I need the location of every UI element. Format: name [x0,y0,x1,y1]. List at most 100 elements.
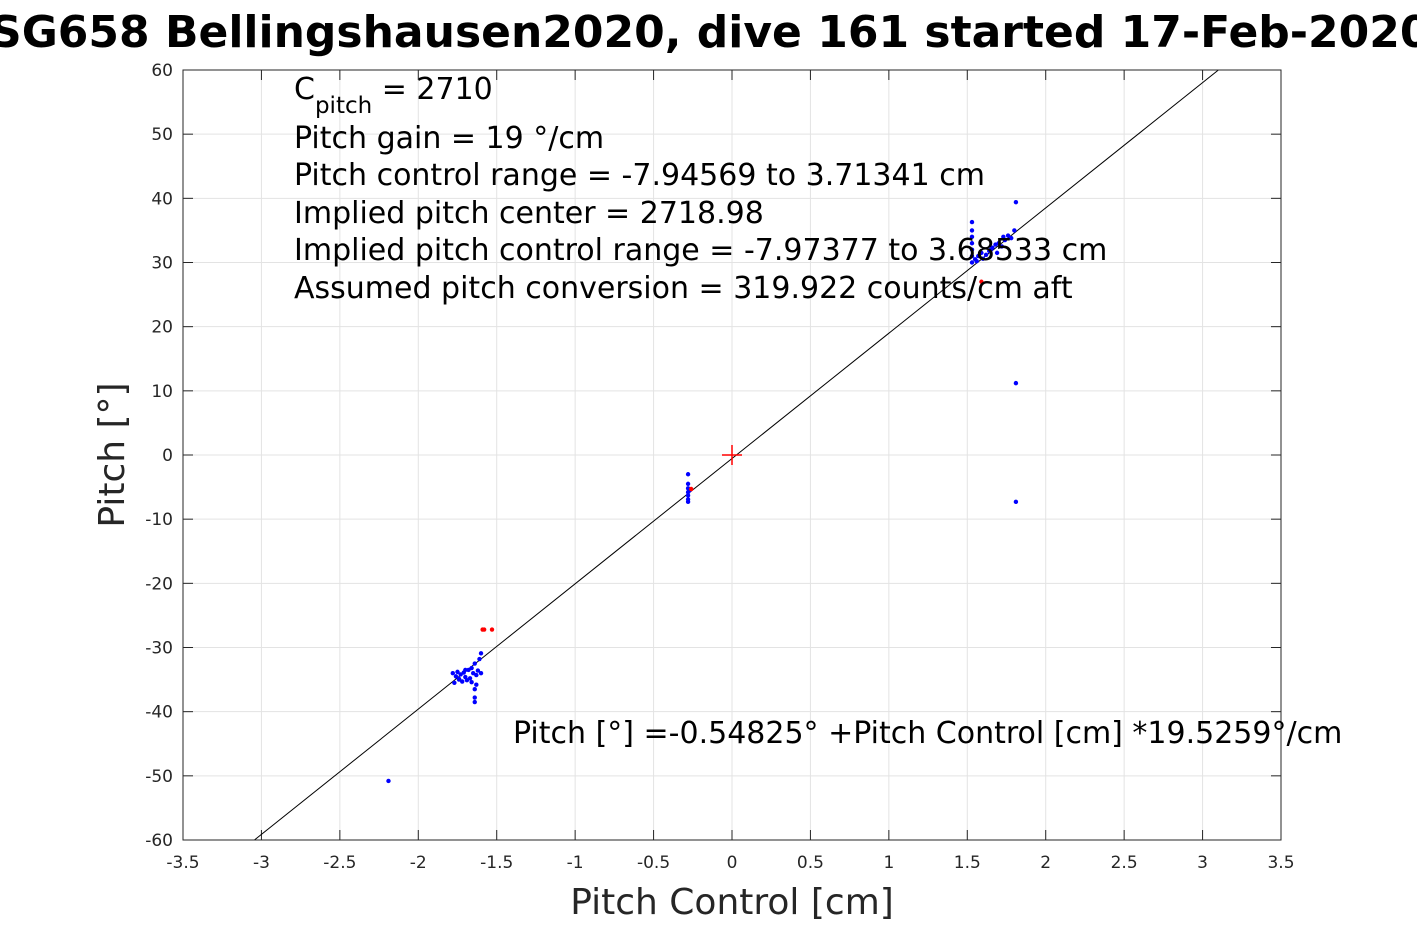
y-axis-ticks: -60 -50 -40 -30 -20 -10 0 10 20 30 40 50 60 [145,61,1281,851]
data-point [474,682,479,687]
x-tick-label: -3 [253,853,270,873]
x-tick-label: 3.5 [1267,853,1294,873]
data-point [980,256,986,261]
y-tick-label: -60 [145,831,173,851]
data-point [996,241,1001,246]
y-tick-label: -10 [145,510,173,530]
c-pitch-value: = 2710 [372,72,493,107]
data-point [478,670,484,676]
data-point [455,669,460,675]
data-point [478,651,484,656]
annotation-c-pitch: Cpitch = 2710 [294,72,493,119]
data-point [685,499,691,505]
data-point [988,247,994,252]
data-point [472,699,477,705]
y-tick-label: 60 [151,61,173,81]
data-point [1001,234,1006,240]
y-tick-label: -50 [145,767,173,787]
x-axis-ticks: -3.5 -3 -2.5 -2 -1.5 -1 -0.5 0 0.5 1 1.5 2 2.5 3 3.5 [166,70,1295,873]
data-point [974,259,979,264]
x-tick-label: 1 [883,853,894,873]
x-tick-label: 3 [1197,853,1208,873]
annotation-line: Pitch gain = 19 °/cm [294,121,604,156]
data-point [969,228,975,233]
y-tick-label: 0 [162,446,173,466]
fit-equation: Pitch [°] =-0.54825° +Pitch Control [cm]… [513,716,1342,751]
data-point [467,676,473,681]
chart-title: SG658 Bellingshausen2020, dive 161 start… [0,8,1417,58]
y-tick-label: -40 [145,703,173,723]
data-point [983,252,989,257]
data-point [474,672,479,678]
data-point [463,667,468,673]
data-point [469,665,474,671]
data-point [450,670,455,676]
x-tick-label: 2 [1040,853,1051,873]
x-axis-label: Pitch Control [cm] [570,882,894,923]
data-point [472,695,477,700]
x-tick-label: -3.5 [166,853,199,873]
annotation-line: Implied pitch center = 2718.98 [294,196,764,231]
x-tick-label: 2.5 [1111,853,1138,873]
y-tick-label: 20 [151,318,173,338]
data-point [386,778,391,784]
data-point [976,253,981,259]
data-point [1013,380,1019,386]
data-point [685,493,691,498]
data-point [979,279,984,284]
data-point [999,244,1004,249]
x-tick-label: -2.5 [323,853,356,873]
data-point [481,627,487,632]
x-tick-label: -0.5 [637,853,670,873]
data-point [472,661,477,666]
data-point [685,472,691,477]
y-tick-label: 50 [151,125,173,145]
data-point [456,676,462,682]
data-point [460,679,465,684]
data-point [689,486,694,492]
data-point [969,234,975,240]
annotation-line: Implied pitch control range = -7.97377 t… [294,233,1107,268]
data-point [1005,233,1011,238]
data-point [1009,235,1014,241]
data-point [969,241,975,246]
annotation-line: Pitch control range = -7.94569 to 3.7134… [294,158,985,193]
x-tick-label: -1.5 [480,853,513,873]
y-tick-label: 40 [151,189,173,209]
data-point [472,687,477,692]
x-tick-label: 1.5 [954,853,981,873]
data-point [994,250,1000,256]
data-point [477,656,482,662]
x-tick-label: -1 [567,853,584,873]
plot-area [254,69,1219,841]
x-tick-label: 0 [727,853,738,873]
center-plus-marker [722,445,742,465]
y-tick-label: -20 [145,574,173,594]
y-tick-label: -30 [145,639,173,659]
annotation-line: Assumed pitch conversion = 319.922 count… [294,271,1073,306]
data-point [475,668,481,673]
annotation-block: Cpitch = 2710 Pitch gain = 19 °/cm Pitch… [294,72,1107,306]
data-point [969,219,975,225]
data-point [1013,499,1019,505]
data-point [1013,199,1019,205]
data-point [469,679,474,685]
y-axis-label: Pitch [°] [92,382,133,527]
data-point [969,260,975,265]
data-point [453,674,459,679]
data-point [979,250,984,256]
c-pitch-symbol: C [294,72,315,107]
x-tick-label: -2 [410,853,427,873]
data-point [969,247,975,252]
c-pitch-subscript: pitch [315,93,372,119]
y-tick-label: 30 [151,254,173,274]
data-point [452,680,457,685]
x-tick-label: 0.5 [797,853,824,873]
data-point [1012,228,1017,233]
data-point [685,481,691,487]
axes-box [182,69,1282,841]
y-tick-label: 10 [151,382,173,402]
data-point [969,253,975,259]
data-point [489,627,495,632]
